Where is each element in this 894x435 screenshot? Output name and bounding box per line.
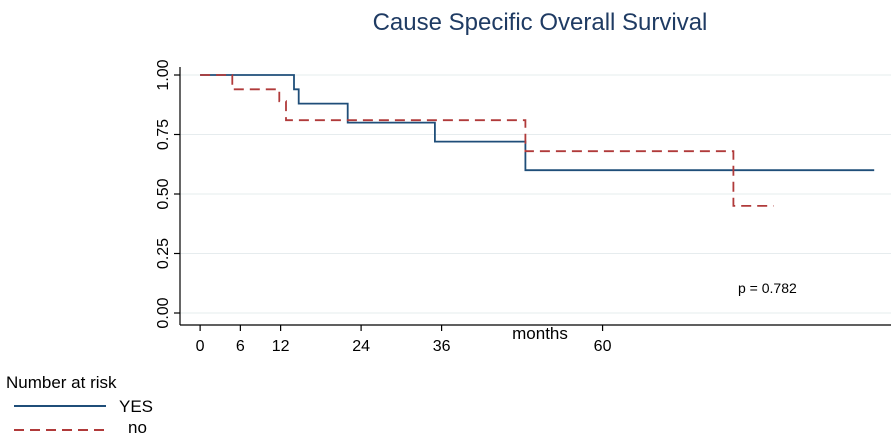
y-tick-label: 0.75 bbox=[155, 119, 172, 150]
legend-title: Number at risk bbox=[6, 373, 117, 392]
x-tick-label: 12 bbox=[272, 338, 290, 355]
legend-label-no: no bbox=[128, 418, 147, 435]
p-value-annotation: p = 0.782 bbox=[738, 280, 797, 296]
grid-lines bbox=[180, 74, 891, 314]
axes bbox=[179, 67, 891, 326]
y-axis-ticks: 0.00 0.25 0.50 0.75 1.00 bbox=[155, 59, 180, 329]
chart-title: Cause Specific Overall Survival bbox=[373, 9, 708, 36]
legend-label-yes: YES bbox=[119, 397, 153, 416]
series-line-no bbox=[200, 74, 774, 207]
y-tick-label: 0.25 bbox=[155, 238, 172, 269]
y-tick-label: 0.50 bbox=[155, 178, 172, 209]
x-axis-ticks: 0 6 12 24 36 60 bbox=[196, 325, 612, 355]
survival-curves bbox=[200, 74, 875, 207]
x-tick-label: 60 bbox=[594, 338, 612, 355]
y-tick-label: 1.00 bbox=[155, 59, 172, 90]
x-tick-label: 6 bbox=[236, 338, 245, 355]
x-tick-label: 36 bbox=[433, 338, 451, 355]
series-line-yes bbox=[200, 74, 875, 172]
x-axis-label: months bbox=[512, 324, 568, 343]
x-tick-label: 24 bbox=[352, 338, 370, 355]
y-tick-label: 0.00 bbox=[155, 297, 172, 328]
x-tick-label: 0 bbox=[196, 338, 205, 355]
